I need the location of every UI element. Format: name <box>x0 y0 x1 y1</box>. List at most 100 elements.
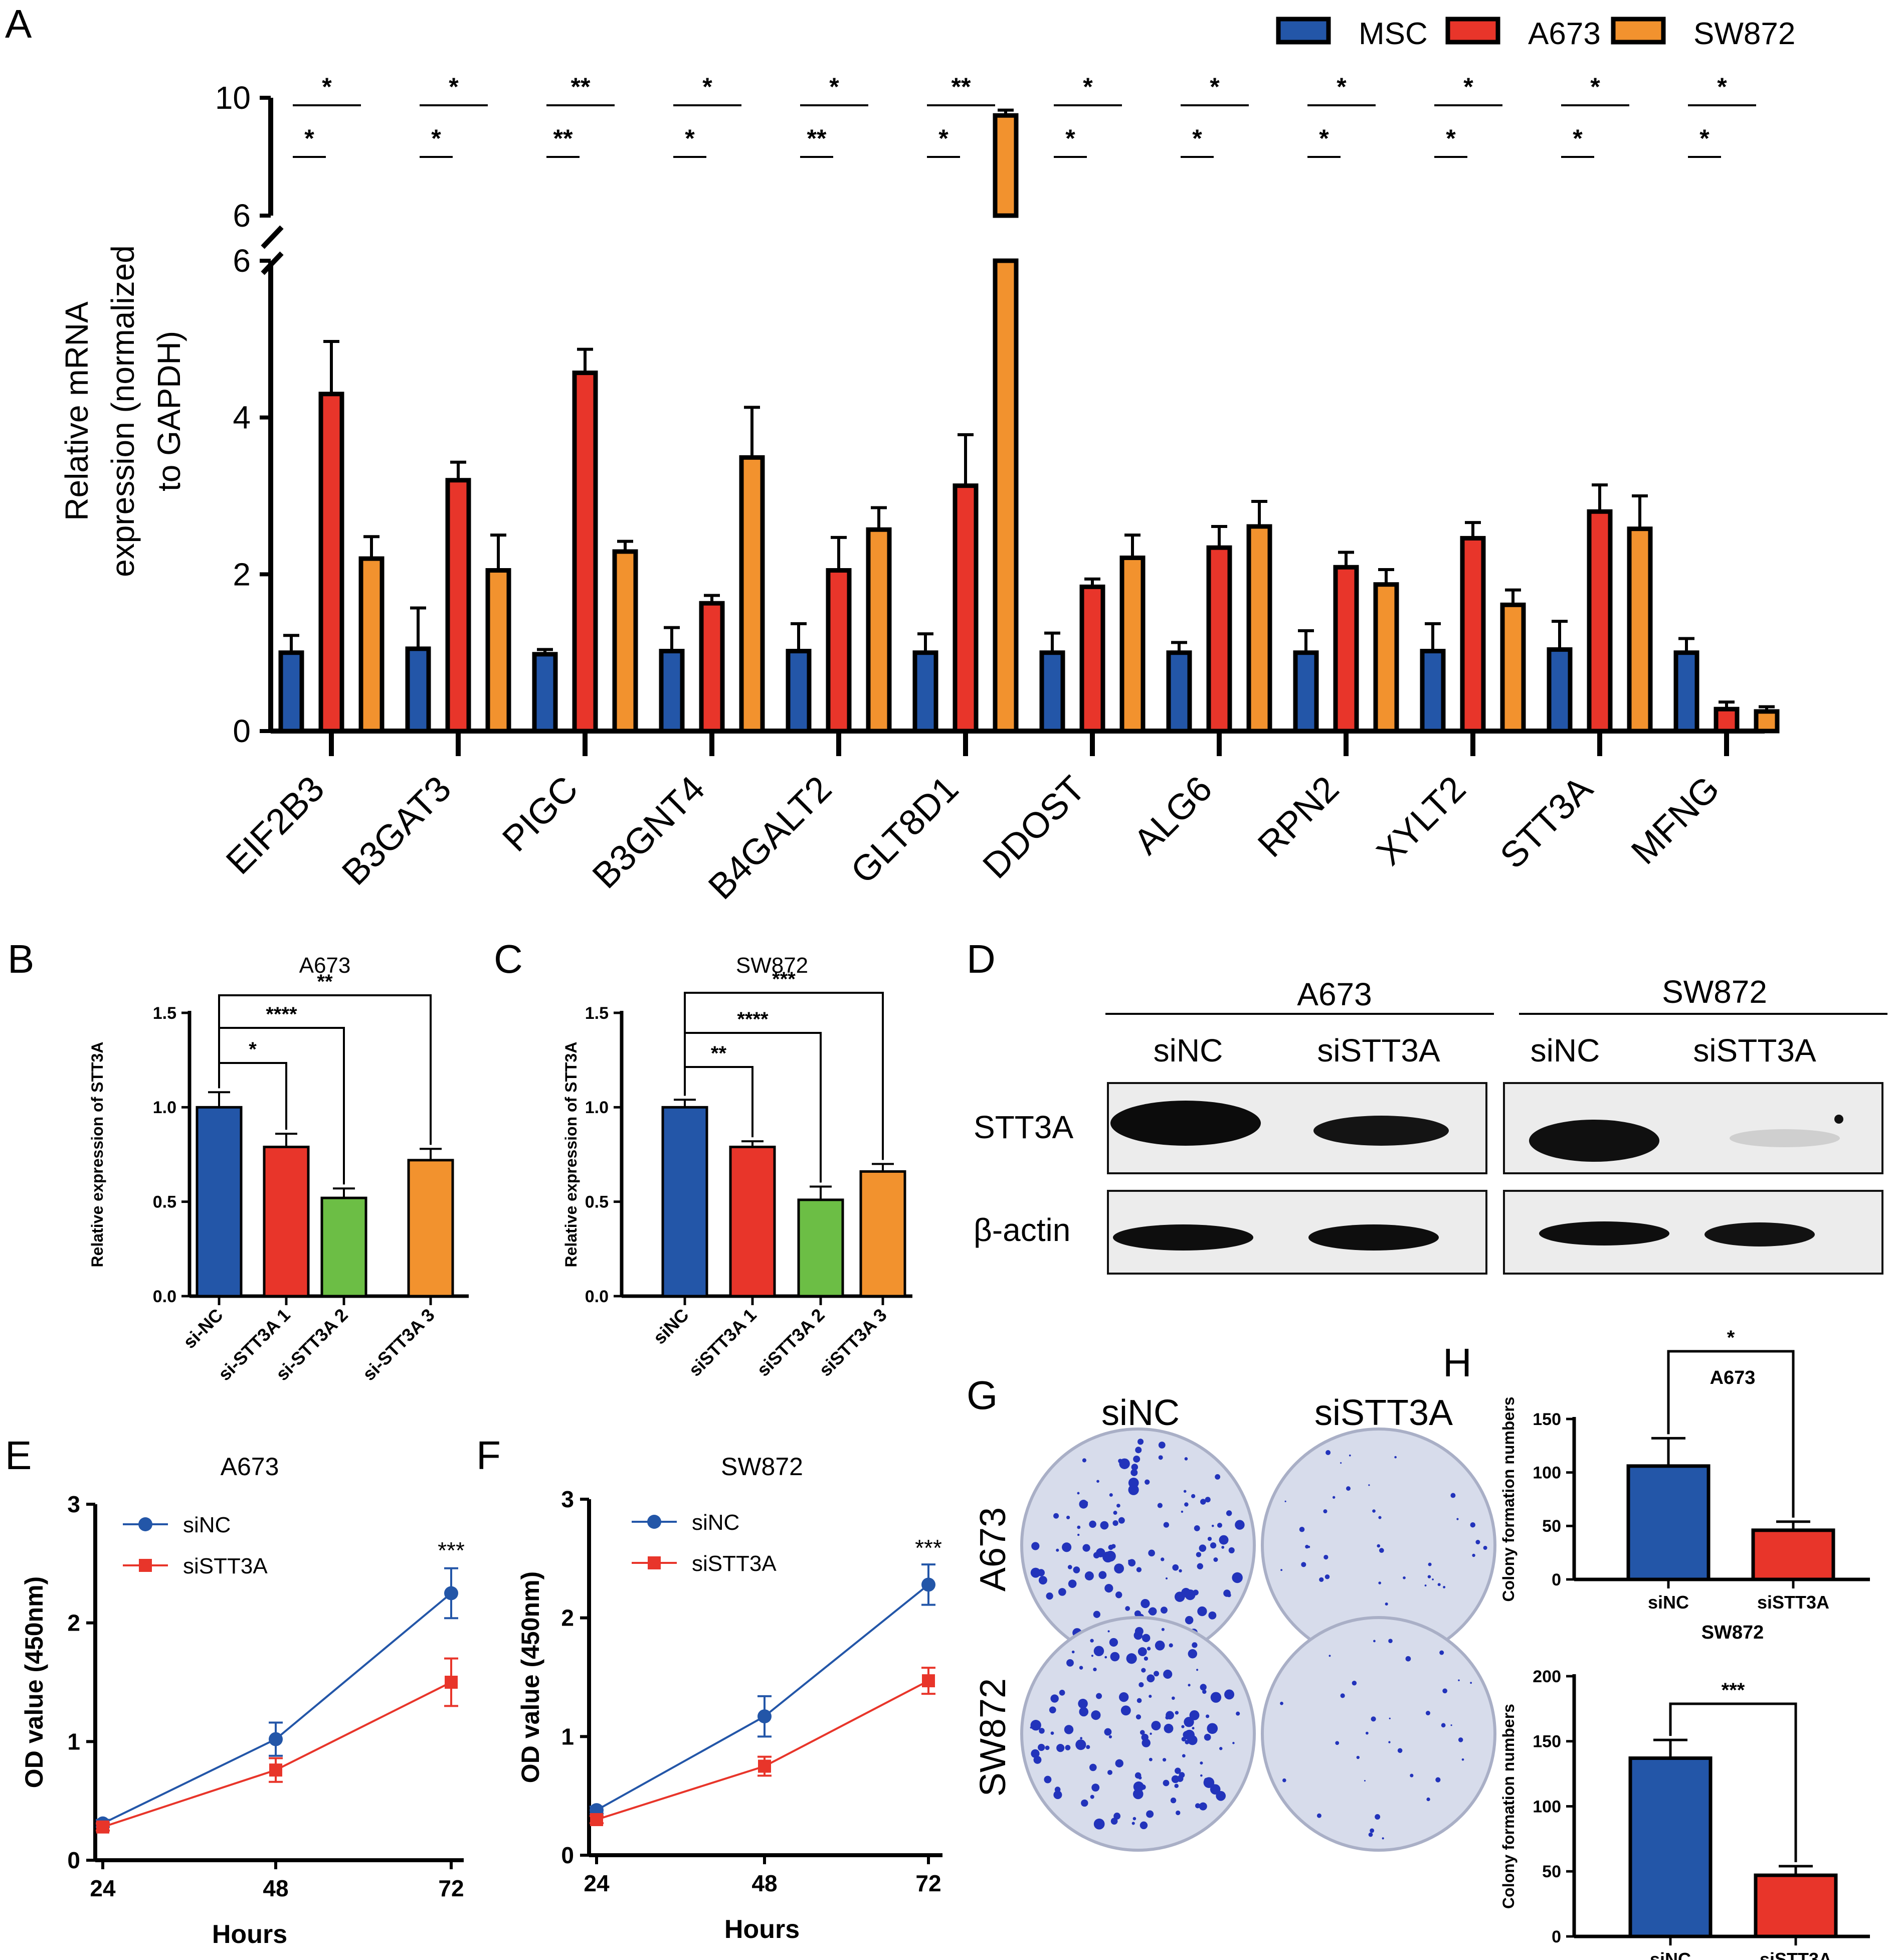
colony-dot <box>1045 1745 1050 1750</box>
colony-dot <box>1104 1584 1113 1593</box>
colony-dot <box>1199 1544 1207 1552</box>
colony-dot <box>1066 1515 1070 1519</box>
colony-dot <box>1316 1813 1321 1818</box>
colony-dot <box>1064 1725 1074 1734</box>
colony-dot <box>1200 1684 1207 1691</box>
colony-dot <box>1133 1455 1141 1463</box>
colony-dot <box>1079 1666 1083 1670</box>
colony-dot <box>1125 1606 1130 1611</box>
colony-dot <box>1179 1772 1185 1778</box>
panel-g-colony-plates: siNC siSTT3A A673 SW872 <box>973 1393 1496 1852</box>
bar-sw872 <box>993 113 1019 218</box>
colony-dot <box>1059 1689 1065 1696</box>
colony-dot <box>1114 1563 1124 1574</box>
colony-dot <box>1068 1579 1077 1588</box>
y-tick-label: 0 <box>233 713 251 749</box>
colony-dot <box>1379 1548 1384 1553</box>
colony-dot <box>1128 1559 1131 1562</box>
colony-dot <box>1077 1525 1081 1529</box>
significance-star: ** <box>807 124 827 152</box>
y-tick-label: 150 <box>1533 1410 1561 1429</box>
panel-label-e: E <box>5 1433 32 1478</box>
colony-dot <box>1397 1748 1403 1753</box>
y-tick-label: 50 <box>1542 1517 1561 1536</box>
colony-dot <box>1356 1755 1360 1759</box>
colony-dot <box>1368 1832 1373 1837</box>
point-sistt3a <box>269 1763 282 1777</box>
colony-dot <box>1193 1589 1199 1595</box>
y-axis-label: to GAPDH) <box>151 331 187 491</box>
panel-b-chart: 0.0 0.5 1.0 1.5 Relative expression of STT3A… <box>88 953 469 1384</box>
colony-dot <box>1403 1576 1406 1579</box>
colony-dot <box>1435 1777 1441 1783</box>
colony-dot <box>1163 1522 1170 1528</box>
colony-dot <box>1368 1484 1370 1486</box>
panel-label-b: B <box>8 937 34 981</box>
colony-dot <box>1135 1714 1142 1720</box>
chart-title: A673 <box>221 1453 279 1481</box>
y-tick-label: 0.5 <box>585 1193 609 1212</box>
y-tick-label: 0 <box>561 1842 574 1868</box>
legend-label: SW872 <box>1693 17 1795 51</box>
colony-dot <box>1202 1689 1207 1694</box>
colony-dot <box>1161 1557 1165 1561</box>
blot-condition-label: siSTT3A <box>1693 1032 1816 1068</box>
bar-a673 <box>953 483 979 734</box>
significance-star: * <box>829 73 839 101</box>
plate-row-label: A673 <box>973 1507 1013 1591</box>
legend-label: A673 <box>1528 17 1601 51</box>
colony-dot <box>1472 1553 1475 1557</box>
x-axis-label: Hours <box>724 1915 800 1944</box>
chart-title: A673 <box>299 953 351 978</box>
axis-break-mark <box>261 225 284 249</box>
colony-dot <box>1236 1711 1240 1716</box>
colony-dot <box>1126 1653 1137 1664</box>
colony-dot <box>1146 1810 1154 1818</box>
x-tick-label: RPN2 <box>1250 769 1347 865</box>
colony-dot <box>1109 1638 1118 1647</box>
significance-star: ** <box>571 73 591 101</box>
colony-dot <box>1441 1723 1446 1728</box>
significance-star: * <box>1210 73 1220 101</box>
colony-dot <box>1206 1714 1210 1718</box>
colony-dot <box>1217 1522 1222 1528</box>
colony-dot <box>1108 1544 1113 1550</box>
colony-dot <box>1164 1723 1174 1733</box>
bar-a673 <box>826 568 852 734</box>
colony-dot <box>1131 1464 1139 1471</box>
colony-dot <box>1191 1494 1196 1498</box>
significance-star: * <box>702 73 712 101</box>
bar-sw872 <box>1373 582 1399 734</box>
bar-msc <box>786 649 812 734</box>
colony-dot <box>1054 1787 1061 1793</box>
significance-star: * <box>1083 73 1093 101</box>
colony-dot <box>1196 1669 1199 1671</box>
colony-dot <box>1147 1647 1151 1651</box>
x-tick-label: 48 <box>751 1870 777 1896</box>
x-tick-label: STT3A <box>1492 769 1600 876</box>
bar-a673 <box>445 478 471 734</box>
colony-dot <box>1424 1584 1427 1587</box>
bar-sw872 <box>993 258 1019 734</box>
colony-dot <box>1461 1758 1464 1761</box>
colony-dot <box>1221 1546 1225 1549</box>
colony-dot <box>1183 1490 1187 1493</box>
colony-dot <box>1044 1775 1052 1784</box>
colony-dot <box>1319 1577 1324 1582</box>
x-tick-label: 24 <box>90 1875 116 1901</box>
bar-sw872 <box>1500 602 1526 734</box>
colony-dot <box>1109 1493 1113 1497</box>
bar-sistt3a <box>1751 1528 1835 1581</box>
significance-star: * <box>1699 124 1710 152</box>
colony-dot <box>1030 1726 1032 1729</box>
colony-dot <box>1200 1499 1206 1505</box>
y-tick-label: 1.5 <box>585 1004 609 1023</box>
colony-dot <box>1282 1778 1286 1783</box>
y-tick-label: 6 <box>233 198 251 234</box>
colony-dot <box>1108 1735 1112 1739</box>
y-tick-label: 1 <box>67 1728 80 1754</box>
colony-dot <box>1039 1728 1045 1734</box>
bar-si-nc <box>196 1106 243 1298</box>
colony-dot <box>1118 1692 1129 1702</box>
colony-dot <box>1091 1710 1101 1720</box>
